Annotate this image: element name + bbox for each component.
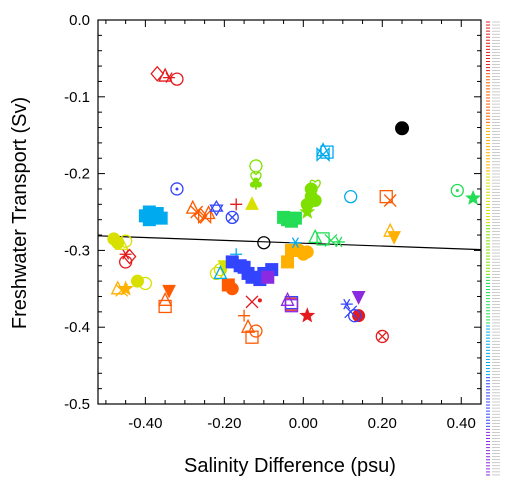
data-point	[387, 231, 401, 245]
y-tick-label: -0.1	[64, 89, 90, 106]
data-point	[299, 203, 316, 219]
y-tick-label: 0.0	[69, 12, 90, 29]
data-point	[118, 255, 133, 269]
data-point	[284, 299, 299, 313]
x-tick-label: 0.00	[289, 415, 318, 432]
data-point	[130, 274, 144, 288]
data-point	[225, 210, 239, 225]
data-point	[300, 197, 314, 211]
x-tick-label: 0.20	[368, 415, 397, 432]
data-point	[316, 146, 330, 162]
data-point	[185, 199, 200, 214]
data-point	[209, 266, 224, 281]
data-point	[257, 298, 262, 303]
data-point	[465, 189, 482, 205]
data-point	[375, 329, 389, 344]
data-point	[316, 142, 331, 157]
data-point	[289, 237, 302, 249]
data-point	[261, 270, 275, 284]
data-point	[304, 182, 318, 196]
data-points	[107, 65, 482, 344]
data-point	[250, 171, 262, 184]
data-point	[332, 236, 345, 248]
data-point	[288, 211, 302, 225]
data-point	[284, 243, 298, 257]
highlight-point-filled	[395, 121, 410, 136]
data-point	[138, 209, 152, 223]
data-point	[281, 255, 295, 269]
data-point	[450, 183, 464, 198]
data-point	[238, 309, 251, 322]
y-axis-label: Freshwater Transport (Sv)	[9, 97, 31, 329]
highlight-point-open	[257, 236, 271, 250]
data-point	[249, 177, 262, 190]
data-point	[249, 324, 263, 338]
data-point	[245, 295, 259, 309]
data-point	[344, 189, 358, 204]
data-point	[118, 234, 133, 248]
data-point	[340, 298, 353, 310]
data-point	[209, 199, 224, 217]
data-point	[308, 228, 323, 243]
y-tick-label: -0.4	[64, 319, 90, 336]
data-point	[240, 318, 256, 333]
y-tick-label: -0.5	[64, 396, 90, 413]
y-tick-label: -0.3	[64, 242, 90, 259]
data-point	[347, 309, 362, 323]
y-tick-label: -0.2	[64, 166, 90, 183]
data-point	[383, 194, 397, 207]
plot-axes: -0.40 -0.20 0.00 0.20 0.40 0.0 -0.1 -0.2 -0.3 -0.…	[64, 12, 482, 432]
data-point	[379, 189, 393, 204]
data-point	[352, 309, 366, 323]
data-point	[324, 233, 338, 247]
legend-strip	[486, 21, 500, 476]
data-point	[225, 282, 239, 296]
data-point	[201, 205, 216, 220]
plot-frame	[97, 19, 482, 405]
x-tick-label: -0.40	[128, 415, 162, 432]
data-point	[230, 198, 243, 211]
data-point	[351, 290, 366, 305]
data-point	[114, 235, 129, 250]
x-axis-label: Salinity Difference (psu)	[184, 455, 396, 477]
data-point	[158, 291, 173, 306]
data-point	[170, 182, 184, 196]
data-point	[299, 307, 316, 323]
highlight-points	[257, 121, 410, 250]
data-point	[150, 65, 165, 82]
x-tick-label: 0.40	[447, 415, 476, 432]
data-point	[300, 245, 314, 259]
data-point	[245, 196, 259, 210]
data-point	[117, 280, 134, 296]
data-point	[162, 284, 176, 299]
data-point	[122, 248, 137, 265]
data-point	[213, 264, 228, 280]
x-tick-label: -0.20	[207, 415, 241, 432]
data-point	[249, 159, 263, 173]
data-point	[154, 211, 168, 225]
data-point	[158, 299, 172, 314]
data-point	[170, 72, 184, 86]
